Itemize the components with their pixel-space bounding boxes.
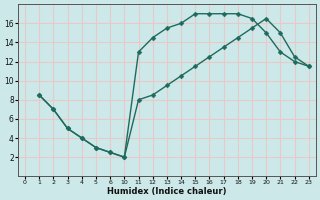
X-axis label: Humidex (Indice chaleur): Humidex (Indice chaleur)	[107, 187, 227, 196]
